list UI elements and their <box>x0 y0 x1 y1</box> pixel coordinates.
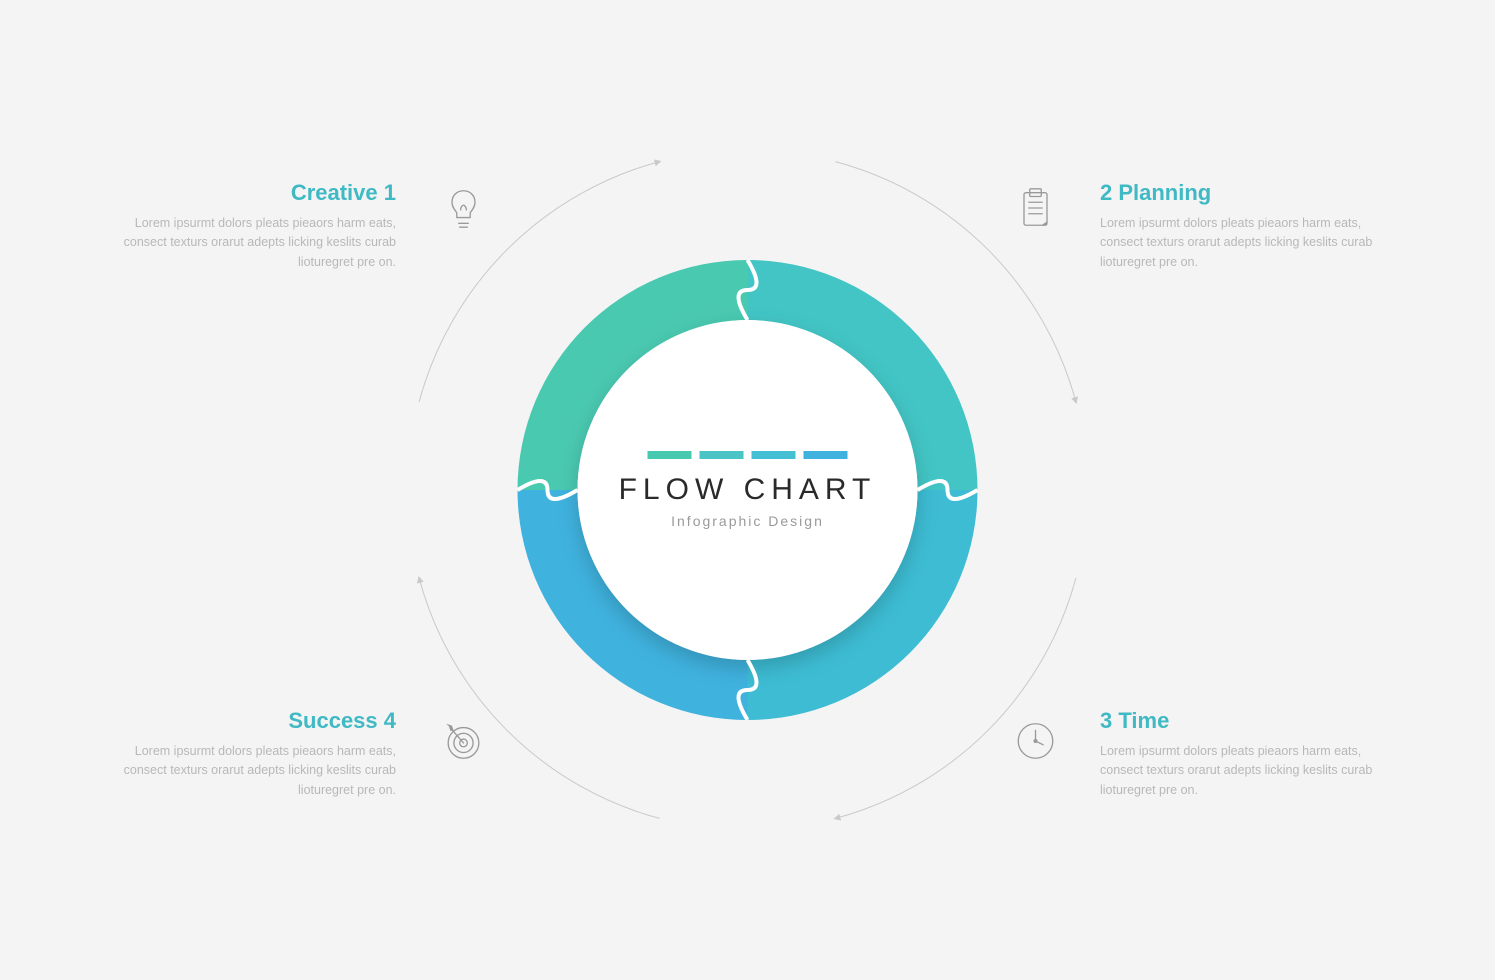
infographic-stage: FLOW CHART Infographic Design Creative 1… <box>0 0 1495 980</box>
label-success: Success 4 Lorem ipsurmt dolors pleats pi… <box>96 708 396 800</box>
target-icon <box>440 718 486 769</box>
center-title: FLOW CHART <box>608 473 888 507</box>
label-time-title: 3 Time <box>1100 708 1400 734</box>
label-creative: Creative 1 Lorem ipsurmt dolors pleats p… <box>96 180 396 272</box>
center-subtitle: Infographic Design <box>608 513 888 529</box>
clipboard-icon <box>1012 185 1058 236</box>
bulb-icon <box>440 185 486 236</box>
accent-dashes <box>608 451 888 459</box>
label-planning-title: 2 Planning <box>1100 180 1400 206</box>
label-planning-body: Lorem ipsurmt dolors pleats pieaors harm… <box>1100 214 1400 272</box>
center-title-block: FLOW CHART Infographic Design <box>608 451 888 529</box>
label-success-title: Success 4 <box>96 708 396 734</box>
label-time-body: Lorem ipsurmt dolors pleats pieaors harm… <box>1100 742 1400 800</box>
label-planning: 2 Planning Lorem ipsurmt dolors pleats p… <box>1100 180 1400 272</box>
clock-icon <box>1012 718 1058 769</box>
label-creative-body: Lorem ipsurmt dolors pleats pieaors harm… <box>96 214 396 272</box>
label-time: 3 Time Lorem ipsurmt dolors pleats pieao… <box>1100 708 1400 800</box>
label-success-body: Lorem ipsurmt dolors pleats pieaors harm… <box>96 742 396 800</box>
label-creative-title: Creative 1 <box>96 180 396 206</box>
